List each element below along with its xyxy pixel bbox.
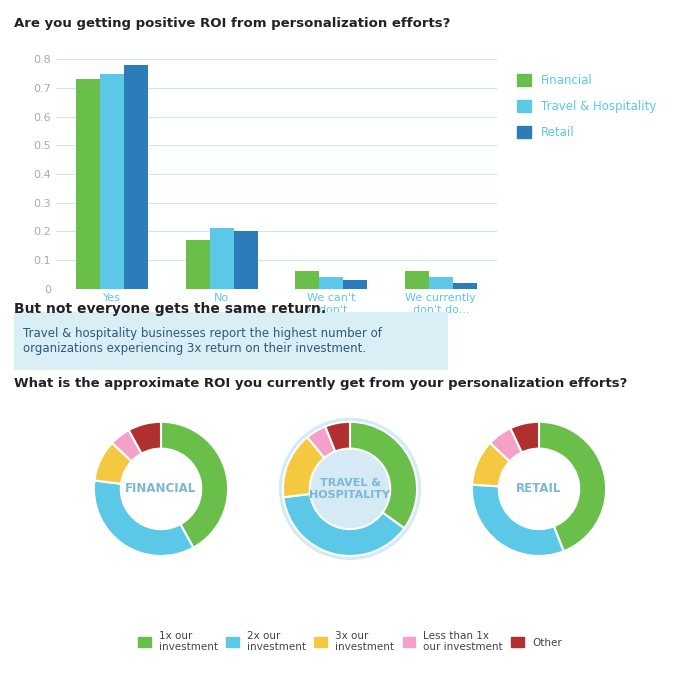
Wedge shape: [94, 481, 193, 556]
Bar: [234, 232, 258, 289]
Bar: [453, 283, 477, 289]
Wedge shape: [326, 422, 350, 452]
Wedge shape: [490, 428, 522, 461]
Bar: [100, 73, 124, 289]
Bar: [319, 277, 343, 289]
Bar: [343, 280, 368, 289]
Text: Are you getting positive ROI from personalization efforts?: Are you getting positive ROI from person…: [14, 17, 450, 30]
Bar: [429, 277, 453, 289]
Bar: [76, 79, 100, 289]
Wedge shape: [161, 422, 228, 548]
Text: FINANCIAL: FINANCIAL: [125, 482, 197, 496]
Legend: Financial, Travel & Hospitality, Retail: Financial, Travel & Hospitality, Retail: [517, 74, 656, 139]
Wedge shape: [307, 426, 335, 458]
Wedge shape: [472, 443, 510, 486]
Circle shape: [279, 418, 421, 559]
Text: Travel & hospitality businesses report the highest number of
organizations exper: Travel & hospitality businesses report t…: [22, 327, 382, 355]
Wedge shape: [510, 422, 539, 452]
Wedge shape: [94, 443, 132, 484]
Bar: [124, 65, 148, 289]
Text: What is the approximate ROI you currently get from your personalization efforts?: What is the approximate ROI you currentl…: [14, 377, 627, 390]
Text: TRAVEL &
HOSPITALITY: TRAVEL & HOSPITALITY: [309, 478, 391, 500]
Bar: [186, 240, 210, 289]
Text: But not everyone gets the same return.: But not everyone gets the same return.: [14, 302, 326, 316]
Bar: [295, 272, 319, 289]
Wedge shape: [283, 437, 324, 497]
Wedge shape: [539, 422, 606, 551]
Wedge shape: [129, 422, 161, 454]
Wedge shape: [284, 494, 405, 556]
Bar: [405, 272, 429, 289]
Wedge shape: [350, 422, 417, 528]
Legend: 1x our
investment, 2x our
investment, 3x our
investment, Less than 1x
our invest: 1x our investment, 2x our investment, 3x…: [138, 631, 562, 653]
Wedge shape: [112, 430, 141, 461]
Bar: [210, 228, 234, 289]
Wedge shape: [472, 485, 564, 556]
FancyBboxPatch shape: [6, 311, 456, 371]
Text: RETAIL: RETAIL: [517, 482, 561, 496]
